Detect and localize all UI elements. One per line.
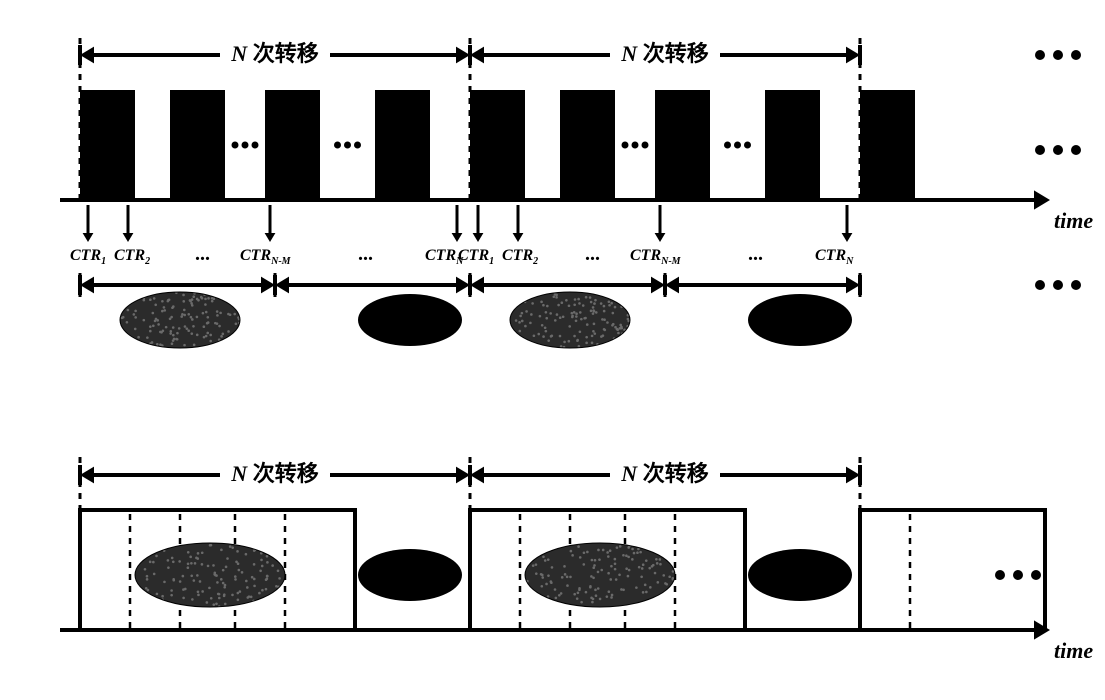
- ctr-dots: ...: [748, 243, 763, 265]
- continuation-dots: [1071, 280, 1081, 290]
- n-transfer-label: N 次转移: [230, 41, 318, 66]
- ctr-dots: ...: [358, 243, 373, 265]
- continuation-dots: [1053, 50, 1063, 60]
- ctr-label: CTR1: [70, 247, 106, 267]
- ctr-label: CTR1: [458, 247, 494, 267]
- continuation-dots: [1071, 145, 1081, 155]
- time-axis-label: time: [1054, 638, 1093, 663]
- top-diagram: time N 次转移 N 次转移 CTR1 CTR2... CTRN-M... CTRN CT…: [60, 38, 1093, 348]
- ctr-label: CTR2: [114, 247, 150, 267]
- continuation-dots: [1053, 280, 1063, 290]
- ctr-dots: ...: [195, 243, 210, 265]
- n-transfer-label: N 次转移: [620, 41, 708, 66]
- continuation-dots: [1071, 50, 1081, 60]
- ctr-label: CTR2: [502, 247, 538, 267]
- continuation-dots: [1053, 145, 1063, 155]
- continuation-dots: [1035, 280, 1045, 290]
- continuation-dots: [995, 570, 1005, 580]
- ctr-label: CTRN-M: [630, 247, 682, 267]
- continuation-dots: [1031, 570, 1041, 580]
- ctr-dots: ...: [585, 243, 600, 265]
- continuation-dots: [1035, 50, 1045, 60]
- bottom-diagram: time N 次转移 N 次转移: [60, 457, 1093, 663]
- n-transfer-label: N 次转移: [620, 461, 708, 486]
- continuation-dots: [1035, 145, 1045, 155]
- ctr-label: CTRN: [815, 247, 854, 267]
- n-transfer-label: N 次转移: [230, 461, 318, 486]
- diagram-canvas: time N 次转移 N 次转移 CTR1 CTR2... CTRN-M... CTRN CT…: [40, 20, 1100, 680]
- time-axis-label: time: [1054, 208, 1093, 233]
- ctr-label: CTRN-M: [240, 247, 292, 267]
- continuation-dots: [1013, 570, 1023, 580]
